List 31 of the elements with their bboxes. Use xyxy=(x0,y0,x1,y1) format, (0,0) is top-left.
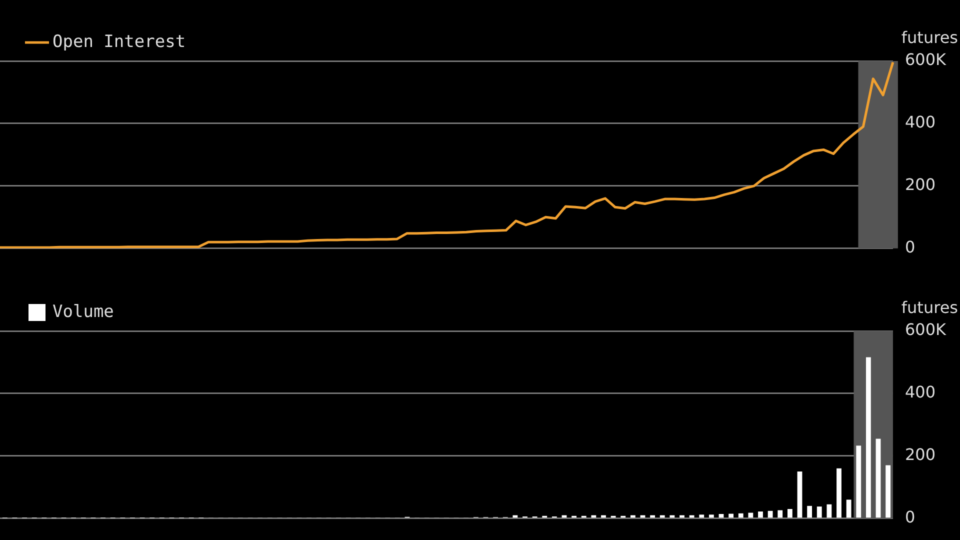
bar xyxy=(816,506,822,518)
bar xyxy=(738,513,744,518)
bar xyxy=(787,509,792,518)
bar xyxy=(856,446,862,518)
bar xyxy=(708,514,714,518)
bar xyxy=(797,472,802,518)
bar xyxy=(836,468,842,518)
legend-label: Volume xyxy=(52,302,114,322)
bar xyxy=(768,510,773,518)
legend-label: Open Interest xyxy=(52,32,186,52)
bar xyxy=(778,510,783,518)
bar xyxy=(758,512,763,518)
y-axis-title: futures xyxy=(901,298,958,318)
bar xyxy=(699,514,704,518)
bar xyxy=(866,357,871,518)
y-tick-label: 400 xyxy=(904,382,936,402)
bar xyxy=(807,506,812,518)
y-tick-label: 600K xyxy=(904,50,947,70)
y-tick-label: 400 xyxy=(904,112,936,132)
y-tick-label: 0 xyxy=(904,238,916,257)
bar xyxy=(886,465,891,518)
bar xyxy=(728,514,734,518)
bar xyxy=(846,500,852,518)
bar xyxy=(748,512,754,518)
y-tick-label: 600K xyxy=(904,320,947,340)
y-axis-title: futures xyxy=(901,28,958,48)
y-tick-label: 200 xyxy=(904,175,936,194)
y-tick-label: 200 xyxy=(904,445,936,464)
y-tick-label: 0 xyxy=(904,508,916,527)
bar xyxy=(876,438,881,518)
bar xyxy=(826,504,832,518)
